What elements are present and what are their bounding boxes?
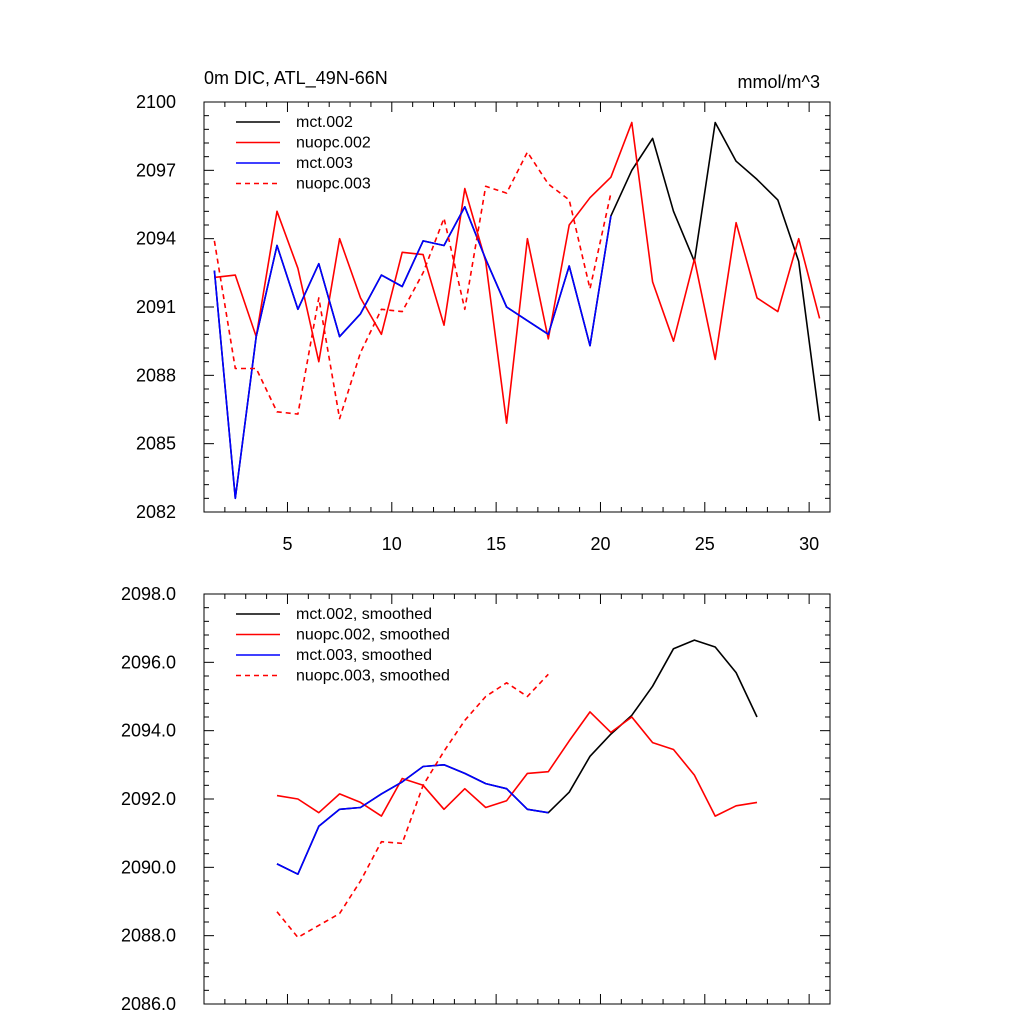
legend-label: nuopc.002 — [296, 135, 371, 152]
y-tick-label: 2094.0 — [121, 721, 176, 741]
legend-label: nuopc.002, smoothed — [296, 627, 450, 644]
y-tick-label: 2085 — [136, 434, 176, 454]
top-chart-panel: 0m DIC, ATL_49N-66N mmol/m^3 5 10 15 20 25 30… — [136, 68, 831, 554]
y-tick-label: 2088 — [136, 365, 176, 385]
y-tick-label: 2091 — [136, 297, 176, 317]
y-tick-label: 2097 — [136, 160, 176, 180]
legend-label: nuopc.003 — [296, 176, 371, 193]
top-chart-title: 0m DIC, ATL_49N-66N — [204, 68, 388, 89]
series-line-nuopc-002 — [214, 121, 821, 425]
series-line-mct-003-smoothed — [276, 763, 549, 876]
bottom-chart-panel: 2086.0 2088.0 2090.0 2092.0 2094.0 2096.0 2098… — [121, 584, 831, 1014]
x-tick-label: 20 — [590, 534, 610, 554]
legend-label: nuopc.003, smoothed — [296, 668, 450, 685]
series-line-nuopc-003-smoothed — [276, 673, 549, 939]
y-tick-label: 2100 — [136, 92, 176, 112]
y-tick-label: 2092.0 — [121, 789, 176, 809]
legend-label: mct.003 — [296, 155, 353, 172]
y-tick-label: 2096.0 — [121, 652, 176, 672]
y-tick-label: 2090.0 — [121, 857, 176, 877]
y-tick-label: 2098.0 — [121, 584, 176, 604]
top-chart-units: mmol/m^3 — [738, 72, 820, 92]
y-tick-label: 2088.0 — [121, 926, 176, 946]
legend-label: mct.002, smoothed — [296, 606, 432, 623]
x-tick-label: 30 — [799, 534, 819, 554]
series-line-nuopc-002-smoothed — [276, 711, 758, 817]
x-tick-label: 15 — [486, 534, 506, 554]
series-line-nuopc-003 — [213, 151, 612, 420]
series-line-mct-003 — [213, 206, 612, 500]
legend-label: mct.002 — [296, 114, 353, 131]
y-tick-label: 2094 — [136, 229, 176, 249]
x-tick-label: 5 — [282, 534, 292, 554]
x-tick-label: 25 — [695, 534, 715, 554]
y-tick-label: 2086.0 — [121, 994, 176, 1014]
legend-label: mct.003, smoothed — [296, 647, 432, 664]
x-tick-label: 10 — [382, 534, 402, 554]
y-tick-label: 2082 — [136, 502, 176, 522]
